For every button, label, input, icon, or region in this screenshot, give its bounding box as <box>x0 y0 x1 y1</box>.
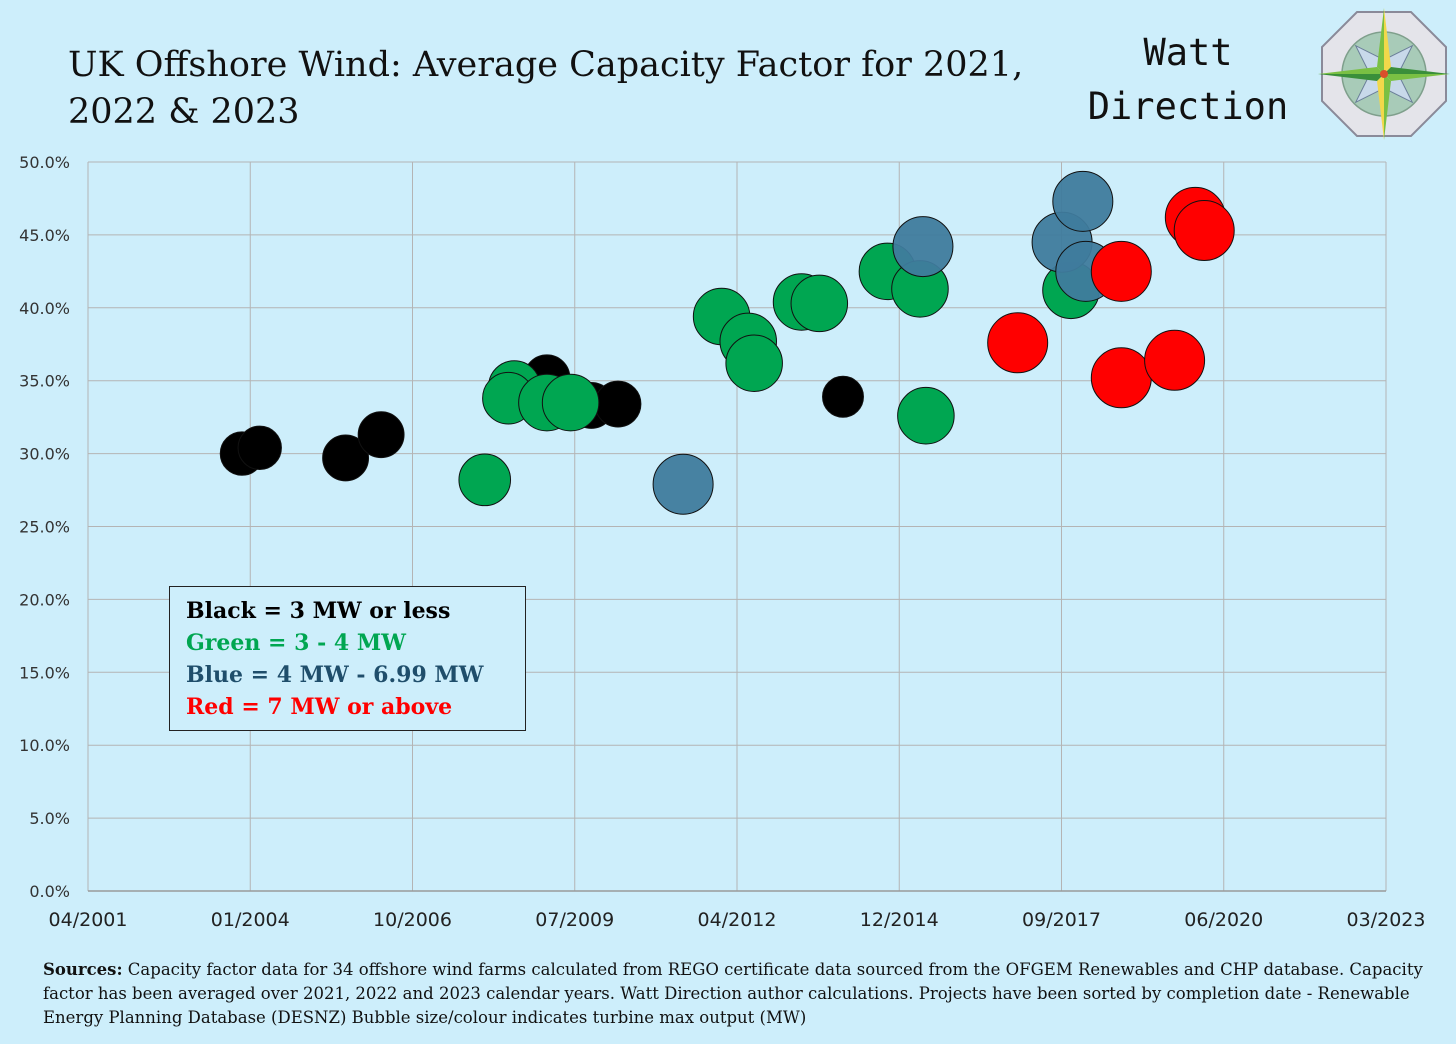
legend-entry-black: Black = 3 MW or less <box>186 598 451 624</box>
bubble <box>322 434 370 482</box>
y-tick-label: 40.0% <box>19 299 70 318</box>
bubble <box>1173 200 1235 262</box>
x-tick-labels: 04/2001 01/2004 10/2006 07/2009 04/2012 12/20… <box>49 909 1426 931</box>
bubble <box>1052 170 1114 232</box>
bubble <box>822 375 864 418</box>
y-tick-label: 20.0% <box>19 590 70 609</box>
chart-legend: Black = 3 MW or less Green = 3 - 4 MW Bl… <box>169 586 526 731</box>
y-tick-label: 50.0% <box>19 153 70 172</box>
bubble <box>357 411 405 459</box>
sources-note: Sources: Capacity factor data for 34 off… <box>43 958 1438 1030</box>
sources-label: Sources: <box>43 960 123 979</box>
bubble <box>1090 240 1152 302</box>
bubble <box>594 380 642 428</box>
y-tick-label: 35.0% <box>19 372 70 391</box>
grid-lines <box>87 161 1387 891</box>
bubble <box>652 453 714 515</box>
bubble <box>897 386 955 445</box>
bubble <box>725 334 783 392</box>
bubble <box>790 274 849 333</box>
bubble <box>541 373 600 432</box>
legend-entry-red: Red = 7 MW or above <box>186 694 453 720</box>
brand-line-2: Direction <box>1087 85 1289 128</box>
bubble <box>1144 329 1206 391</box>
y-tick-label: 30.0% <box>19 445 70 464</box>
bubbles <box>219 170 1235 515</box>
bubble <box>237 425 282 470</box>
brand-line-1: Watt <box>1143 31 1233 74</box>
x-tick-label: 04/2012 <box>698 909 777 931</box>
x-tick-label: 01/2004 <box>211 909 290 931</box>
y-tick-label: 5.0% <box>29 809 70 828</box>
bubble <box>987 312 1049 374</box>
y-tick-label: 25.0% <box>19 518 70 537</box>
y-tick-label: 0.0% <box>29 882 70 901</box>
legend-entry-green: Green = 3 - 4 MW <box>186 630 406 656</box>
x-tick-label: 12/2014 <box>860 909 939 931</box>
scatter-chart: 0.0% 5.0% 10.0% 15.0% 20.0% 25.0% 30.0% 35.0% 40… <box>19 153 1426 931</box>
bubble <box>458 453 512 507</box>
x-tick-label: 06/2020 <box>1184 909 1263 931</box>
x-tick-label: 04/2001 <box>49 909 128 931</box>
y-tick-label: 45.0% <box>19 226 70 245</box>
sources-text: Capacity factor data for 34 offshore win… <box>43 960 1423 1027</box>
x-tick-label: 09/2017 <box>1022 909 1101 931</box>
legend-entry-blue: Blue = 4 MW - 6.99 MW <box>186 662 484 688</box>
compass-rose-icon <box>1318 8 1450 140</box>
brand-wordmark: Watt Direction <box>1066 26 1310 134</box>
y-tick-label: 15.0% <box>19 663 70 682</box>
bubble <box>892 216 954 278</box>
y-tick-label: 10.0% <box>19 736 70 755</box>
x-tick-label: 10/2006 <box>373 909 452 931</box>
y-tick-labels: 0.0% 5.0% 10.0% 15.0% 20.0% 25.0% 30.0% 35.0% 40… <box>19 153 70 901</box>
x-tick-label: 03/2023 <box>1347 909 1426 931</box>
chart-title: UK Offshore Wind: Average Capacity Facto… <box>68 45 1024 132</box>
x-tick-label: 07/2009 <box>535 909 614 931</box>
bubble <box>1090 347 1152 409</box>
